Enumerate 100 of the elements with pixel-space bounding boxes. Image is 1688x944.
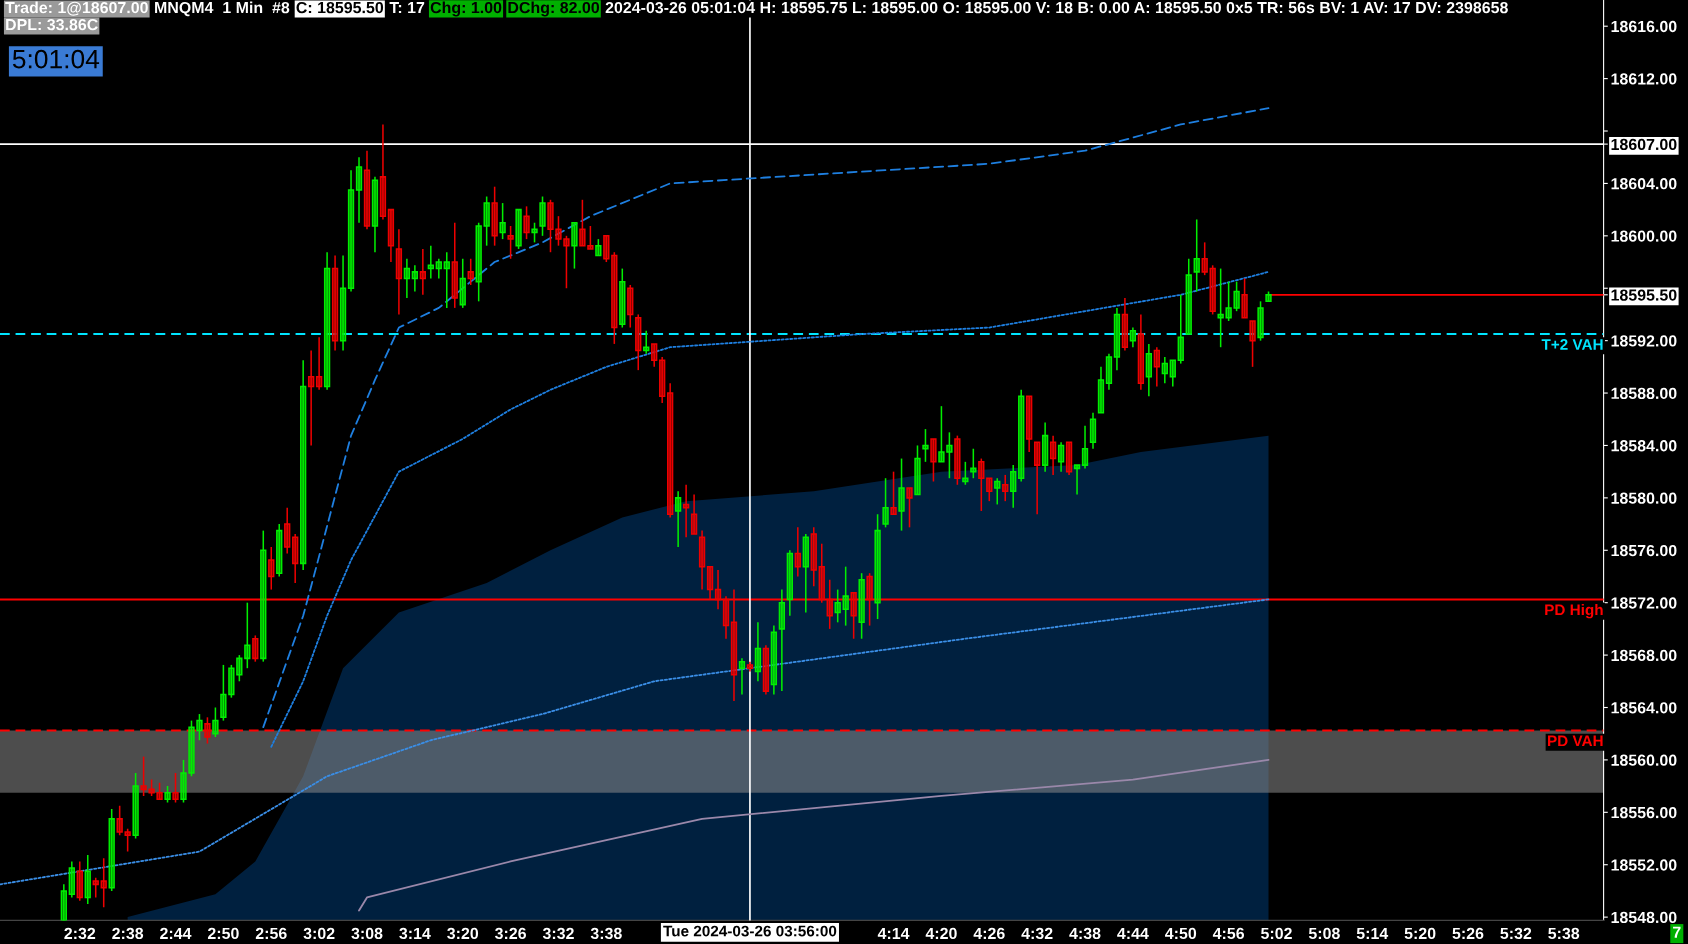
candlestick [1097, 366, 1105, 414]
candlestick [1201, 241, 1208, 276]
y-tick-label: 18600.00 [1611, 230, 1677, 242]
candlestick [499, 202, 506, 240]
candlestick [92, 877, 99, 899]
candlestick [778, 588, 786, 692]
candlestick [818, 542, 825, 604]
candlestick [140, 755, 147, 797]
candlestick [236, 654, 243, 683]
candlestick [770, 624, 778, 696]
candlestick [379, 123, 387, 221]
candlestick [587, 225, 594, 250]
x-tick-label: 2:32 [64, 927, 96, 940]
line-series [0, 598, 1270, 886]
candlestick [1241, 277, 1248, 319]
x-tick-label: 3:26 [494, 927, 527, 940]
candlestick [68, 860, 75, 899]
candlestick [1225, 280, 1232, 322]
x-tick-label: 5:32 [1500, 927, 1532, 940]
annotation: T: 17 [389, 2, 425, 14]
x-tick-label: 4:14 [877, 927, 910, 939]
candlestick [1002, 474, 1009, 502]
candlestick [252, 634, 259, 663]
candlestick [938, 405, 945, 463]
candlestick [180, 759, 187, 804]
candlestick [547, 199, 554, 253]
y-tick-label: 18604.00 [1611, 178, 1677, 190]
candlestick [786, 549, 793, 617]
candlestick [1193, 218, 1200, 293]
candlestick [874, 513, 881, 620]
x-tick-label: 4:38 [1069, 927, 1101, 940]
y-tick-label: 18576.00 [1611, 544, 1677, 557]
y-tick-label: 18607.00 [1611, 138, 1677, 151]
candlestick [268, 546, 275, 591]
candlestick [1033, 441, 1041, 516]
candlestick [882, 477, 889, 529]
candlestick [954, 434, 961, 486]
x-tick-label: 2:50 [207, 927, 239, 940]
y-tick-label: 18552.00 [1611, 859, 1677, 871]
candlestick [906, 487, 913, 529]
candlestick [1249, 320, 1256, 368]
candlestick [483, 195, 490, 247]
candlestick [339, 254, 347, 352]
line-series [358, 758, 1270, 912]
candlestick [579, 199, 586, 247]
line-series [270, 270, 1270, 748]
y-tick-label: 18564.00 [1611, 702, 1677, 714]
candlestick [1010, 464, 1017, 509]
x-tick-label: 3:20 [447, 927, 479, 940]
candlestick [667, 382, 674, 519]
x-tick-label: 4:50 [1165, 927, 1197, 940]
candlestick [1129, 326, 1137, 348]
candlestick [387, 208, 395, 263]
candlestick [563, 235, 570, 290]
annotation: Chg: 1.00 [430, 1, 502, 17]
y-tick-label: 18595.50 [1611, 289, 1677, 301]
candlestick [627, 284, 634, 329]
x-tick-label: 4:56 [1212, 927, 1245, 940]
candlestick [315, 336, 323, 391]
candlestick [76, 860, 83, 902]
candlestick [946, 431, 953, 479]
candlestick [762, 644, 770, 696]
candlestick [196, 713, 203, 742]
candlestick [1089, 411, 1097, 450]
y-tick-label: 18580.00 [1611, 492, 1677, 504]
x-tick-label: 3:14 [399, 927, 431, 940]
candlestick [292, 533, 299, 584]
candlestick [930, 438, 937, 483]
candlestick [1041, 421, 1049, 473]
candlestick [419, 248, 426, 296]
candlestick [260, 529, 267, 663]
candlestick [962, 461, 969, 486]
candlestick [659, 356, 666, 404]
annotation: 5:01:04 [12, 49, 100, 69]
candlestick [603, 235, 610, 263]
candlestick [1065, 441, 1073, 476]
candlestick [611, 251, 618, 345]
candlestick [435, 257, 442, 280]
candlestick [411, 264, 419, 293]
candlestick [866, 572, 873, 627]
y-tick-label: 18616.00 [1611, 20, 1677, 33]
candlestick [1161, 356, 1168, 384]
candlestick [1049, 434, 1057, 476]
candlestick [555, 215, 562, 247]
candlestick [220, 664, 227, 722]
candlestick [355, 156, 363, 224]
candlestick [986, 477, 993, 502]
candlestick [1177, 294, 1184, 365]
ref-line-label: PD High [1545, 603, 1603, 619]
x-tick-label: 4:26 [973, 927, 1005, 940]
x-tick-label: 4:32 [1021, 927, 1053, 940]
candlestick [347, 169, 355, 293]
x-tick-label: 3:08 [351, 927, 383, 940]
candlestick [323, 251, 331, 391]
candlestick [1257, 300, 1264, 342]
candlestick [451, 221, 458, 309]
candlestick [1145, 343, 1153, 398]
line-series [262, 107, 1270, 729]
candlestick [738, 657, 746, 696]
candlestick [810, 526, 817, 588]
